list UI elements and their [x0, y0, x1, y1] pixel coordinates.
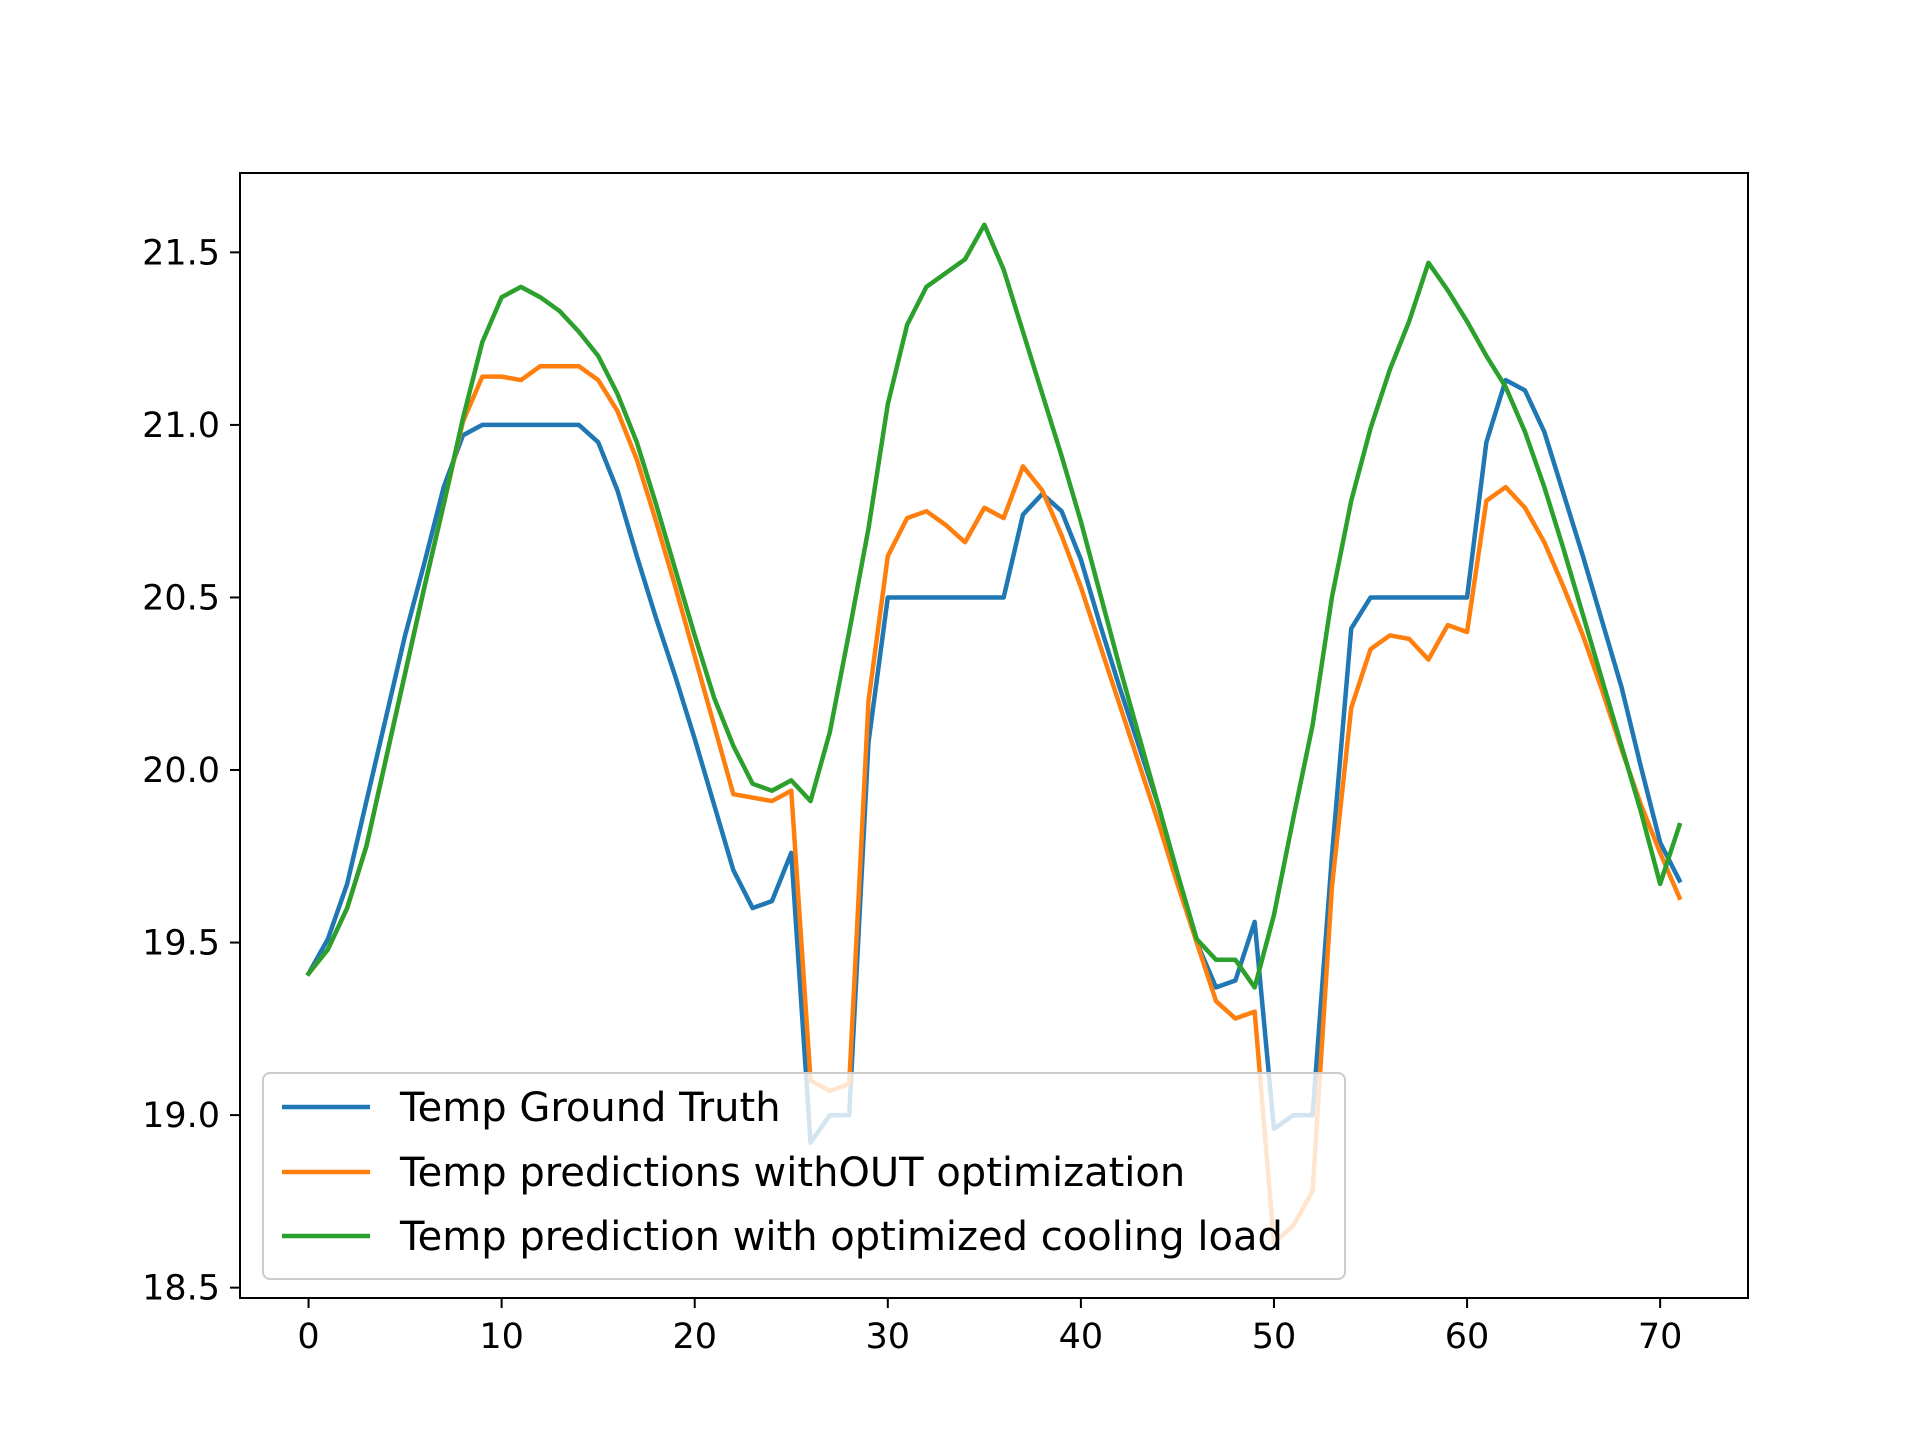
- legend-label-ground-truth: Temp Ground Truth: [399, 1085, 781, 1131]
- series-lines: [305, 222, 1683, 1246]
- y-tick-label: 21.0: [142, 406, 220, 446]
- x-tick-label: 70: [1638, 1317, 1683, 1357]
- y-tick-label: 20.5: [142, 578, 220, 618]
- legend-label-without-optimization: Temp predictions withOUT optimization: [399, 1150, 1185, 1196]
- y-tick-label: 19.5: [142, 924, 220, 964]
- y-axis: 18.5 19.0 19.5 20.0 20.5 21.0 21.5: [142, 233, 240, 1309]
- x-tick-label: 50: [1252, 1317, 1297, 1357]
- plot-frame: [239, 172, 1749, 1299]
- legend-label-optimized-cooling: Temp prediction with optimized cooling l…: [399, 1214, 1283, 1260]
- series-line-1: [305, 364, 1683, 1246]
- series-line-2: [305, 222, 1683, 990]
- x-tick-label: 10: [479, 1317, 524, 1357]
- x-tick-label: 60: [1445, 1317, 1490, 1357]
- legend: Temp Ground Truth Temp predictions withO…: [262, 1072, 1346, 1280]
- y-tick-label: 21.5: [142, 233, 220, 273]
- x-tick-label: 20: [672, 1317, 717, 1357]
- y-tick-label: 20.0: [142, 751, 220, 791]
- x-tick-label: 40: [1059, 1317, 1104, 1357]
- x-tick-label: 30: [866, 1317, 911, 1357]
- y-tick-label: 19.0: [142, 1096, 220, 1136]
- y-tick-label: 18.5: [142, 1269, 220, 1309]
- series-line-0: [305, 377, 1683, 1145]
- x-axis: 0 10 20 30 40 50 60 70: [297, 1298, 1682, 1357]
- x-tick-label: 0: [297, 1317, 319, 1357]
- legend-box: [262, 1072, 1346, 1280]
